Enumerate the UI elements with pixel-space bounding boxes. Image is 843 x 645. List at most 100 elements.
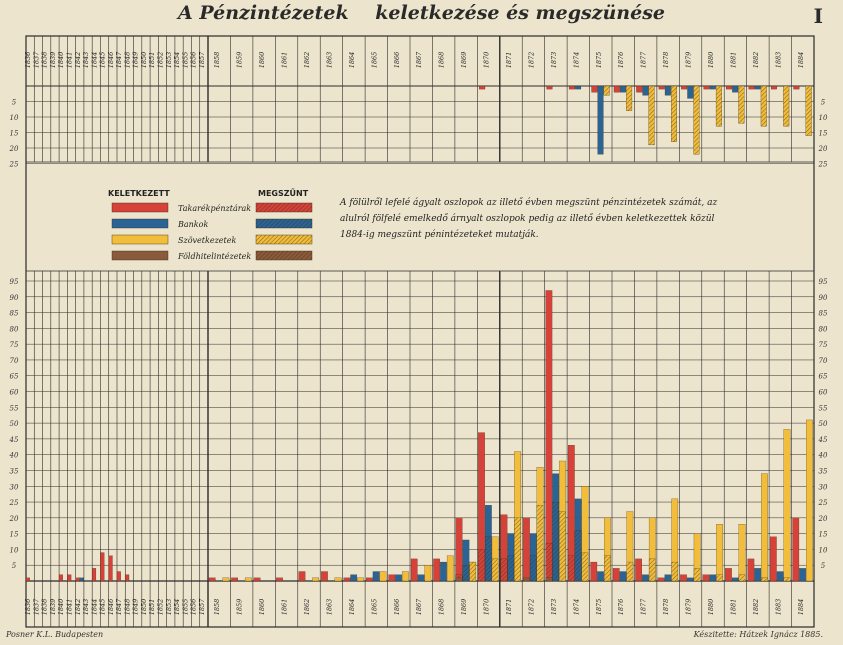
legend-swatch-created-bank [111,218,169,229]
ceased-bar-takarek [479,85,486,90]
lower-tick-label-right: 55 [819,404,828,412]
created-bar-bank [709,574,717,582]
created-later-ceased-bar-bank [485,536,492,582]
year-label-bottom: 1837 [32,598,40,615]
year-label-top: 1865 [370,52,378,69]
created-bar-takarek [702,574,710,582]
created-later-ceased-bar-szovetkezet [626,561,634,582]
lower-tick-label-left: 10 [10,546,19,554]
year-label-bottom: 1844 [90,599,98,616]
legend-swatch-ceased-bank [255,218,313,229]
lower-tick-label-left: 70 [10,357,19,365]
created-bar-szovetkezet [312,577,319,582]
created-bar-takarek [321,571,328,582]
year-label-top: 1882 [752,52,760,69]
lower-tick-label-left: 20 [9,515,19,523]
created-bar-takarek [92,568,97,582]
lower-tick-label-right: 50 [819,420,828,428]
chart-title-part1: A Pénzintézetek [178,2,349,24]
ceased-bar-takarek [770,85,777,90]
year-label-bottom: 1875 [595,599,603,616]
created-bar-szovetkezet [402,571,409,582]
year-label-top: 1858 [213,52,221,69]
year-label-bottom: 1867 [415,598,423,615]
created-bar-takarek [635,558,642,582]
created-bar-takarek [410,558,418,582]
year-label-top: 1859 [236,52,244,69]
year-label-bottom: 1853 [165,599,173,616]
year-label-top: 1872 [527,52,535,69]
lower-tick-label-right: 90 [819,294,828,302]
year-label-bottom: 1839 [49,599,57,616]
legend-label-takarek: Takarékpénztárak [178,204,252,213]
created-bar-takarek [100,552,105,582]
year-label-bottom: 1876 [617,599,625,616]
lower-tick-label-right: 95 [819,278,828,286]
created-later-ceased-bar-bank [529,555,537,582]
created-bar-szovetkezet [446,555,454,582]
created-bar-szovetkezet [379,571,387,582]
year-label-bottom: 1840 [57,599,65,616]
ceased-bar-takarek [726,85,733,90]
lower-tick-label-right: 30 [819,483,828,491]
created-bar-szovetkezet [222,577,230,582]
ceased-bar-szovetkezet [805,85,812,136]
created-bar-takarek [612,568,620,582]
legend-label-bank: Bankok [178,220,209,229]
created-later-ceased-bar-szovetkezet [738,574,746,582]
legend-swatch-created-takarek [111,202,169,213]
legend-swatch-ceased-foldhitel [255,250,313,261]
created-bar-szovetkezet [761,473,768,582]
lower-tick-label-left: 85 [10,310,19,318]
created-bar-takarek [75,577,80,582]
ceased-bar-bank [619,85,626,93]
lower-tick-label-right: 70 [819,357,828,365]
created-bar-bank [799,568,806,582]
lower-tick-label-left: 90 [10,294,19,302]
year-label-bottom: 1877 [640,598,648,615]
year-label-top: 1871 [505,52,513,69]
lower-tick-label-left: 30 [10,483,19,491]
created-later-ceased-bar-szovetkezet [604,555,611,582]
created-later-ceased-bar-takarek [478,549,485,582]
created-bar-bank [440,561,447,582]
created-later-ceased-bar-szovetkezet [693,568,701,582]
ceased-bar-takarek [658,85,665,90]
ceased-bar-bank [664,85,671,96]
year-label-top: 1870 [483,52,491,69]
created-bar-takarek [545,290,553,582]
printer-credit: Posner K.L. Budapesten [6,630,104,639]
year-label-bottom: 1883 [774,599,782,616]
created-bar-bank [597,571,604,582]
lower-tick-label-left: 35 [10,467,19,475]
legend-label-szovetkezet: Szövetkezetek [178,236,237,245]
lower-tick-label-left: 65 [10,373,19,381]
upper-tick-label-left: 5 [12,99,17,107]
lower-tick-label-right: 65 [819,373,828,381]
created-bar-bank [687,577,694,582]
created-bar-bank [395,574,402,582]
year-label-top: 1864 [348,52,356,69]
created-bar-bank [754,568,762,582]
ceased-bar-takarek [591,85,598,93]
lower-tick-label-right: 20 [818,515,828,523]
created-later-ceased-bar-szovetkezet [581,552,589,582]
ceased-bar-bank [754,85,761,90]
year-label-top: 1854 [173,52,181,69]
year-label-bottom: 1852 [157,599,165,616]
year-label-top: 1861 [281,52,289,69]
created-bar-takarek [455,517,463,582]
created-bar-foldhitel [545,577,553,582]
year-label-bottom: 1870 [483,599,491,616]
created-bar-takarek [253,577,261,582]
year-label-top: 1875 [595,52,603,69]
created-later-ceased-bar-szovetkezet [648,558,656,582]
lower-tick-label-right: 80 [819,325,828,333]
upper-tick-label-right: 10 [819,114,828,122]
ceased-bar-takarek [793,85,800,90]
year-label-bottom: 1849 [132,599,140,616]
year-label-bottom: 1851 [148,599,156,616]
year-label-top: 1884 [797,52,805,69]
year-label-bottom: 1864 [348,599,356,616]
